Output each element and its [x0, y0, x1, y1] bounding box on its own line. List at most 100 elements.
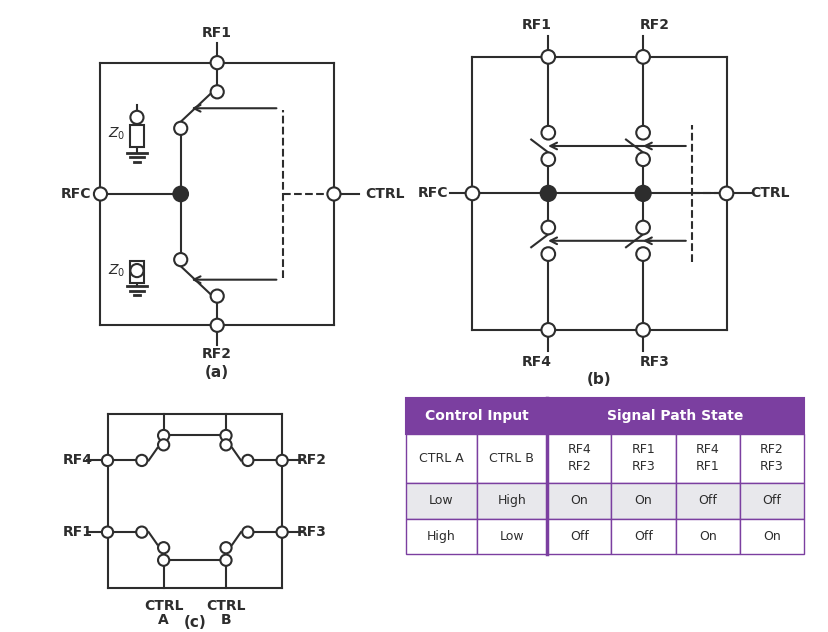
Circle shape — [636, 323, 649, 337]
Text: (a): (a) — [205, 365, 229, 380]
Text: RF3: RF3 — [296, 525, 326, 539]
Circle shape — [277, 455, 287, 466]
Text: RF1
RF3: RF1 RF3 — [631, 444, 655, 473]
Circle shape — [130, 264, 143, 277]
Bar — [476, 483, 546, 519]
Text: Off: Off — [569, 530, 588, 543]
Bar — [739, 434, 803, 483]
Text: RF3: RF3 — [638, 355, 668, 369]
Text: CTRL A: CTRL A — [419, 452, 463, 465]
Circle shape — [242, 526, 253, 538]
Circle shape — [130, 111, 143, 124]
Text: RF4: RF4 — [63, 453, 93, 468]
Circle shape — [174, 253, 187, 266]
Text: Off: Off — [697, 494, 716, 507]
Circle shape — [636, 126, 649, 140]
Circle shape — [636, 221, 649, 234]
Text: RF2: RF2 — [638, 18, 669, 32]
Circle shape — [136, 455, 147, 466]
Circle shape — [636, 247, 649, 261]
Circle shape — [465, 186, 479, 200]
Text: RF2: RF2 — [296, 453, 326, 468]
Text: On: On — [570, 494, 587, 507]
Bar — [610, 434, 675, 483]
Bar — [675, 519, 739, 554]
Circle shape — [719, 186, 733, 200]
Bar — [546, 483, 610, 519]
Circle shape — [541, 323, 555, 337]
Text: Signal Path State: Signal Path State — [607, 409, 743, 423]
Bar — [675, 434, 739, 483]
Circle shape — [210, 85, 224, 99]
Circle shape — [158, 555, 169, 566]
Text: (b): (b) — [586, 372, 611, 387]
Text: B: B — [220, 613, 231, 627]
Circle shape — [635, 186, 650, 201]
Text: Low: Low — [429, 494, 453, 507]
Bar — [546, 434, 610, 483]
Text: RFC: RFC — [60, 187, 91, 201]
Circle shape — [242, 455, 253, 466]
Text: Control Input: Control Input — [424, 409, 528, 423]
Text: High: High — [497, 494, 526, 507]
Bar — [546, 398, 803, 434]
Circle shape — [636, 50, 649, 64]
Bar — [476, 434, 546, 483]
Text: CTRL: CTRL — [364, 187, 404, 201]
Text: RF2
RF3: RF2 RF3 — [759, 444, 783, 473]
Circle shape — [173, 186, 188, 201]
Circle shape — [102, 526, 113, 538]
Text: Low: Low — [499, 530, 523, 543]
Bar — [675, 483, 739, 519]
Circle shape — [94, 188, 107, 200]
Text: RF4
RF1: RF4 RF1 — [695, 444, 719, 473]
Circle shape — [541, 126, 555, 140]
Bar — [739, 483, 803, 519]
Circle shape — [541, 152, 555, 166]
Circle shape — [541, 247, 555, 261]
Text: RF1: RF1 — [202, 27, 232, 40]
Circle shape — [220, 555, 231, 566]
Bar — [406, 519, 476, 554]
Circle shape — [277, 526, 287, 538]
Bar — [130, 262, 143, 283]
Text: RF1: RF1 — [522, 18, 551, 32]
Text: RF4: RF4 — [522, 355, 551, 369]
Bar — [610, 483, 675, 519]
Bar — [406, 483, 476, 519]
Circle shape — [102, 455, 113, 466]
Circle shape — [636, 152, 649, 166]
Bar — [406, 398, 546, 434]
Text: A: A — [158, 613, 169, 627]
Circle shape — [174, 122, 187, 135]
Text: $Z_0$: $Z_0$ — [108, 126, 125, 142]
Circle shape — [210, 56, 224, 70]
Bar — [610, 519, 675, 554]
Bar — [739, 519, 803, 554]
Circle shape — [541, 50, 555, 64]
Text: RFC: RFC — [416, 186, 447, 200]
Bar — [130, 125, 143, 147]
Text: On: On — [634, 494, 652, 507]
Circle shape — [540, 186, 556, 201]
Text: RF2: RF2 — [202, 348, 232, 362]
Circle shape — [210, 319, 224, 332]
Text: RF1: RF1 — [63, 525, 93, 539]
Text: CTRL: CTRL — [749, 186, 789, 200]
Circle shape — [220, 542, 231, 554]
Text: $Z_0$: $Z_0$ — [108, 262, 125, 279]
Circle shape — [541, 221, 555, 234]
Text: CTRL: CTRL — [206, 599, 245, 613]
Bar — [476, 519, 546, 554]
Text: High: High — [426, 530, 455, 543]
Circle shape — [158, 439, 169, 451]
Text: (c): (c) — [183, 615, 206, 630]
Circle shape — [327, 188, 340, 200]
Text: RF4
RF2: RF4 RF2 — [566, 444, 590, 473]
Circle shape — [158, 542, 169, 554]
Text: Off: Off — [633, 530, 652, 543]
Bar — [546, 519, 610, 554]
Circle shape — [136, 526, 147, 538]
Bar — [406, 434, 476, 483]
Circle shape — [210, 289, 224, 303]
